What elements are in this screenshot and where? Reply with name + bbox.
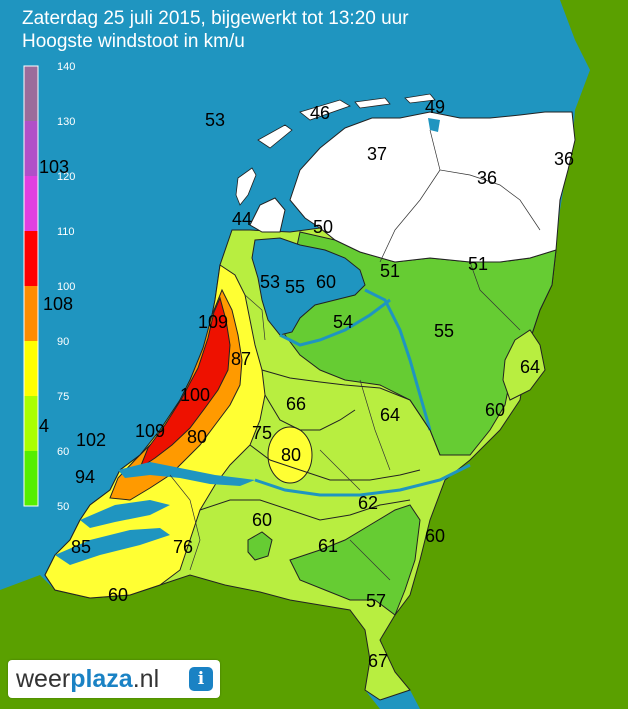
value-label: 109 [198,312,228,332]
legend-color-block [24,286,38,341]
zone-red [138,296,231,470]
value-label: 44 [232,209,252,229]
isoline-4 [199,499,411,521]
value-label: 108 [43,294,73,314]
value-label: 80 [281,445,301,465]
river-ijssel [364,288,432,431]
legend-color-blocks [23,65,39,507]
island-texel-land [235,167,257,206]
isoline-3 [249,444,421,481]
value-label: 75 [252,423,272,443]
legend-color-block [24,341,38,396]
zeeland-water-2 [80,500,170,528]
legend-tick-labels: 140 130 120 110 100 90 75 60 50 [57,61,75,513]
zeeland-water-1 [55,528,170,565]
value-label: 49 [425,97,445,117]
legend-tick-label: 100 [57,281,75,293]
zone-green-pocket [247,531,273,561]
value-label: 80 [187,427,207,447]
isoline-1 [261,369,441,456]
river-rhine [254,463,471,497]
value-label: 66 [286,394,306,414]
value-label: 61 [318,536,338,556]
legend: 140 130 120 110 100 90 75 60 50 [23,61,75,513]
legend-frame [23,65,39,507]
value-label: 55 [434,321,454,341]
weerplaza-logo[interactable]: weerplaza.nl i [8,660,220,698]
zone-white-north [289,111,576,263]
value-label: 94 [75,467,95,487]
isoline-2 [264,394,356,431]
value-label: 60 [425,526,445,546]
legend-tick-label: 50 [57,501,69,513]
value-label: 60 [316,272,336,292]
value-label: 37 [367,144,387,164]
map-title: Zaterdag 25 juli 2015, bijgewerkt tot 13… [22,8,409,29]
value-label: 36 [554,149,574,169]
value-label: 60 [252,510,272,530]
logo-wordmark: weerplaza.nl [16,665,159,693]
zone-white-west [249,197,286,233]
legend-tick-label: 130 [57,116,75,128]
value-label: 51 [468,254,488,274]
zone-yellow-circle [267,426,313,484]
value-label: 76 [173,537,193,557]
legend-color-block [24,121,38,176]
value-label: 51 [380,261,400,281]
value-label: 67 [368,651,388,671]
value-label: 64 [520,357,540,377]
logo-text-nl: .nl [132,665,160,693]
map-subtitle: Hoogste windstoot in km/u [22,31,245,52]
zone-green-south [289,504,421,616]
value-label: 103 [39,157,69,177]
river-flevo [279,298,391,347]
legend-tick-label: 90 [57,336,69,348]
legend-tick-label: 110 [57,226,75,238]
value-label: 64 [380,405,400,425]
rotterdam-water [118,462,255,486]
value-label: 60 [108,585,128,605]
legend-color-block [24,451,38,506]
value-label: 62 [358,493,378,513]
zone-lightgreen-east [502,329,546,401]
value-label: 4 [39,416,49,436]
legend-color-block [24,66,38,121]
island-terschelling [299,99,351,121]
value-label: 100 [180,385,210,405]
legend-color-block [24,176,38,231]
info-icon[interactable]: i [189,667,213,691]
logo-text-weer: weer [16,665,71,693]
value-label: 57 [366,591,386,611]
legend-tick-label: 75 [57,391,69,403]
logo-text-plaza: plaza [70,665,133,693]
legend-color-block [24,231,38,286]
value-label: 85 [71,537,91,557]
value-label: 109 [135,421,165,441]
ijsselmeer [251,237,366,336]
value-label: 53 [260,272,280,292]
value-label: 55 [285,277,305,297]
lauwersmeer [428,118,440,132]
island-vlieland [257,124,293,149]
value-label: 102 [76,430,106,450]
value-label: 53 [205,110,225,130]
legend-tick-label: 60 [57,446,69,458]
island-schiermonnikoog [404,93,436,104]
island-ameland [354,97,391,109]
station-values: 53 46 49 37 36 36 103 44 50 51 51 53 55 … [39,97,574,671]
legend-tick-label: 140 [57,61,75,73]
value-label: 46 [310,103,330,123]
value-label: 60 [485,400,505,420]
value-label: 36 [477,168,497,188]
value-label: 87 [231,349,251,369]
legend-tick-label: 120 [57,171,75,183]
value-label: 54 [333,312,353,332]
legend-color-block [24,396,38,451]
value-label: 50 [313,217,333,237]
province-borders [169,129,541,581]
